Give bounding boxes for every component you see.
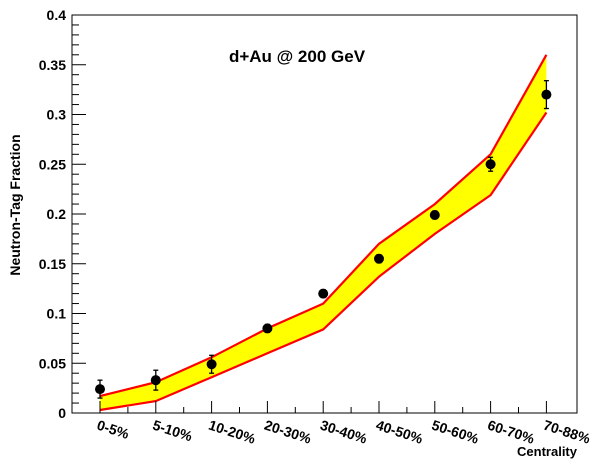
x-tick-label: 60-70% [486, 417, 537, 447]
y-tick-label: 0.05 [39, 355, 66, 371]
frame [71, 14, 578, 414]
x-tick-label: 30-40% [318, 417, 369, 447]
data-point [95, 384, 105, 395]
y-tick-label: 0.25 [39, 156, 66, 172]
band-fill [100, 54, 547, 411]
y-axis-ticks: 0 0.05 0.1 0.15 0.2 0.25 0.3 0.35 0.4 [39, 7, 86, 421]
data-point [318, 288, 329, 299]
data-points [95, 80, 552, 399]
y-tick-label: 0.4 [47, 7, 67, 23]
y-tick-label: 0.2 [47, 206, 67, 222]
data-point [374, 253, 384, 264]
x-tick-label: 70-88% [541, 417, 592, 447]
y-tick-label: 0.1 [47, 306, 67, 322]
chart-title: d+Au @ 200 GeV [229, 47, 366, 66]
x-tick-label: 0-5% [95, 417, 132, 442]
data-point [262, 323, 273, 334]
data-point [206, 359, 217, 370]
x-tick-label: 20-30% [262, 417, 313, 447]
y-axis-label: Neutron-Tag Fraction [7, 134, 23, 275]
x-tick-label: 40-50% [374, 417, 425, 447]
systematic-band [99, 54, 548, 412]
x-tick-label: 5-10% [151, 417, 195, 445]
band-lower-edge [99, 111, 548, 412]
x-axis-ticks: 0-5% 5-10% 10-20% 20-30% 30-40% 40-50% 50-60% 6… [95, 401, 593, 447]
y-tick-label: 0.35 [39, 57, 66, 73]
x-tick-label: 50-60% [430, 417, 481, 447]
data-point [429, 209, 440, 220]
x-tick-label: 10-20% [207, 417, 258, 447]
x-axis-label: Centrality [517, 444, 578, 459]
band-upper-edge [99, 54, 548, 398]
data-point [150, 375, 161, 386]
y-tick-label: 0 [58, 405, 66, 421]
y-tick-label: 0.3 [47, 107, 67, 123]
data-point [541, 89, 552, 100]
data-point [485, 159, 496, 170]
y-tick-label: 0.15 [39, 256, 66, 272]
